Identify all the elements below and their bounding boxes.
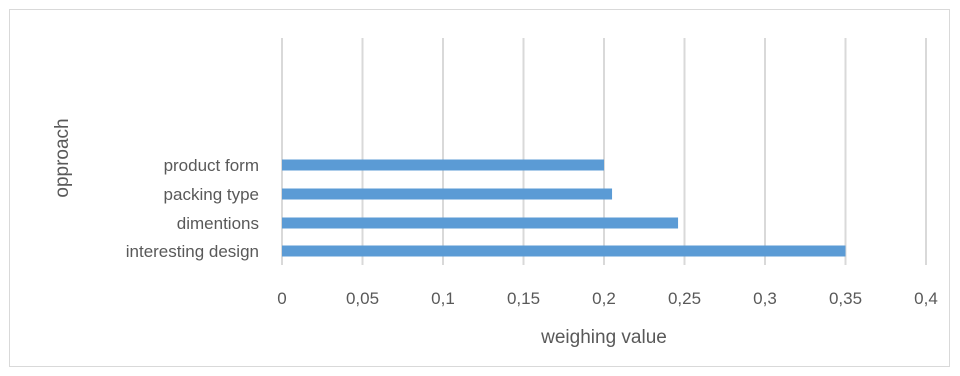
category-label: product form (164, 156, 259, 175)
x-tick-label: 0,25 (668, 289, 701, 308)
x-tick-label: 0,2 (592, 289, 616, 308)
category-labels: interesting design dimentions packing type… (126, 156, 259, 261)
bar-packing-type (282, 189, 612, 200)
bar-chart: 0 0,05 0,1 0,15 0,2 0,25 0,3 0,35 0,4 interestin… (10, 10, 951, 368)
category-label: dimentions (177, 214, 259, 233)
x-tick-label: 0,35 (829, 289, 862, 308)
category-label: packing type (164, 185, 259, 204)
bar-dimentions (282, 218, 678, 229)
x-tick-label: 0,3 (753, 289, 777, 308)
y-axis-title: opproach (52, 118, 73, 197)
bars (282, 160, 846, 257)
gridlines (282, 38, 926, 265)
x-axis-title: weighing value (540, 327, 667, 348)
x-tick-label: 0,15 (507, 289, 540, 308)
category-label: interesting design (126, 242, 259, 261)
chart-area: 0 0,05 0,1 0,15 0,2 0,25 0,3 0,35 0,4 interestin… (9, 9, 950, 367)
x-tick-labels: 0 0,05 0,1 0,15 0,2 0,25 0,3 0,35 0,4 (277, 289, 938, 308)
x-tick-label: 0,4 (914, 289, 938, 308)
x-tick-label: 0 (277, 289, 286, 308)
bar-product-form (282, 160, 604, 171)
bar-interesting-design (282, 246, 846, 257)
x-tick-label: 0,05 (346, 289, 379, 308)
x-tick-label: 0,1 (431, 289, 455, 308)
